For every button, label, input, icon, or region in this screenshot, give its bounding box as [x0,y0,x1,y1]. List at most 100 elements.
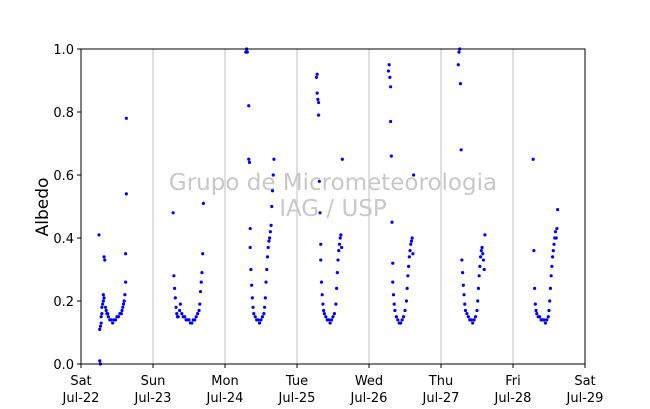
data-point [394,315,398,319]
data-point [124,252,128,256]
data-point [338,236,342,240]
y-tick-label: 0.0 [53,358,74,373]
data-point [104,308,108,313]
data-point [252,312,256,316]
data-point [391,280,395,284]
data-point [171,211,175,215]
data-point [102,255,106,259]
data-point [265,255,270,259]
x-axis-ticks: Sat Jul-22 Sun Jul-23 Mon Jul-24 Tue Jul-25 Wed J… [62,364,603,406]
x-tick-label-date: Jul-23 [134,391,172,406]
x-tick-label-date: Jul-22 [62,391,100,406]
watermark: Grupo de Micrometeorologia IAG / USP [169,170,497,222]
data-point [405,286,409,290]
data-point [317,100,321,105]
data-point [201,252,205,256]
data-point [262,312,266,316]
data-point [249,267,253,272]
data-point [176,315,180,319]
data-point [248,226,252,231]
data-point [324,315,328,319]
data-point [401,315,406,319]
x-tick-label-date: Jul-24 [206,391,244,406]
data-point [122,299,126,303]
data-point [270,204,274,209]
data-point [553,230,558,234]
data-point [190,321,194,325]
data-point [314,75,319,79]
data-point [463,302,467,306]
data-point [461,283,465,287]
data-point [196,312,200,316]
data-point [319,242,323,246]
data-point [98,359,102,363]
data-point [321,302,325,306]
data-points [97,47,560,366]
data-point [106,315,110,319]
data-point [268,230,272,234]
data-point [481,258,486,262]
data-point [533,286,537,290]
plot-frame [80,48,586,365]
data-point [318,211,322,215]
data-point [477,274,481,278]
data-point [332,312,337,316]
data-point [123,293,127,297]
data-point [476,286,481,290]
data-point [412,173,416,177]
data-point [198,289,203,294]
data-point [393,308,397,313]
x-tick-label-day: Sun [141,374,166,389]
data-point [100,305,104,309]
data-point [543,321,548,325]
data-point [173,296,177,300]
x-tick-label-day: Fri [505,374,521,389]
data-point [101,302,105,306]
data-point [336,258,340,262]
data-point [548,299,552,303]
data-point [99,321,103,325]
data-point [248,245,252,250]
data-point [270,189,275,193]
data-point [411,252,415,256]
data-point [337,249,341,253]
data-point [264,280,268,284]
data-point [121,305,125,309]
data-point [265,267,269,272]
data-point [476,299,480,303]
data-point [245,50,249,54]
data-point [472,318,476,322]
data-point [315,72,319,76]
data-point [316,97,320,101]
data-point [340,245,344,250]
y-tick-label: 0.4 [53,232,74,247]
data-point [99,315,103,319]
data-point [101,299,105,303]
y-tick-label: 0.8 [53,106,74,121]
data-point [552,242,556,246]
data-point [327,318,331,322]
data-point [409,239,414,243]
watermark-line-1: Grupo de Micrometeorologia [169,170,497,196]
data-point [200,271,204,275]
data-point [178,308,182,313]
data-point [542,318,546,322]
data-point [389,85,393,89]
data-point [337,242,342,246]
data-point [471,321,475,325]
data-point [250,296,254,300]
data-point [407,264,411,268]
data-point [113,318,118,322]
data-point [462,293,466,297]
data-point [260,315,265,319]
data-point [460,258,464,262]
data-point [100,312,104,316]
data-point [102,296,106,300]
data-point [546,315,550,319]
data-point [410,236,414,240]
data-point [272,157,276,161]
data-point [106,312,110,316]
data-point [386,69,391,73]
